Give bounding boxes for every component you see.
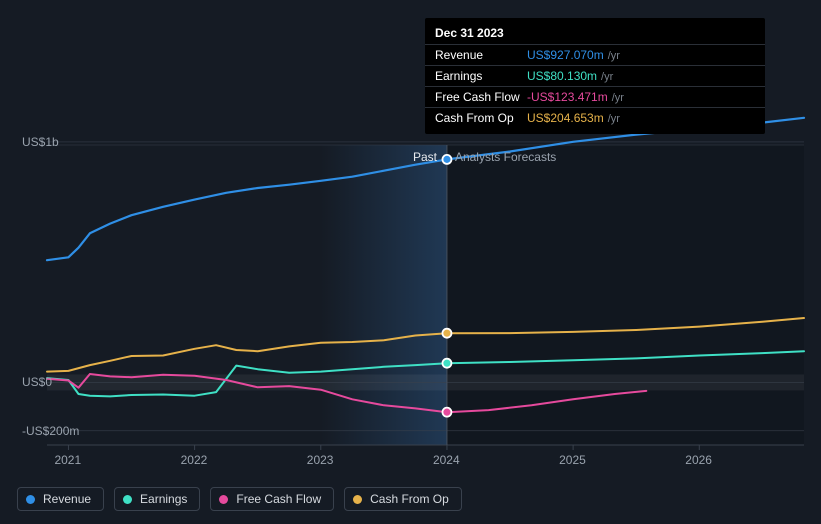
tooltip-row: EarningsUS$80.130m/yr (425, 65, 765, 86)
tooltip-row-unit: /yr (608, 50, 620, 62)
tooltip-row-label: Revenue (435, 48, 527, 62)
legend-swatch (26, 495, 35, 504)
x-tick-label: 2021 (54, 453, 81, 467)
legend-item[interactable]: Revenue (17, 487, 104, 511)
cursor-marker-earnings (442, 359, 451, 368)
tooltip-row-label: Earnings (435, 69, 527, 83)
legend-swatch (353, 495, 362, 504)
y-tick-label: -US$200m (22, 424, 79, 438)
y-tick-label: US$1b (22, 135, 59, 149)
legend: Revenue Earnings Free Cash Flow Cash From O… (17, 487, 462, 511)
cursor-marker-revenue (442, 155, 451, 164)
cursor-marker-fcf (442, 408, 451, 417)
legend-item[interactable]: Cash From Op (344, 487, 462, 511)
x-tick-label: 2025 (559, 453, 586, 467)
tooltip-row-unit: /yr (612, 92, 624, 104)
x-tick-label: 2024 (433, 453, 460, 467)
legend-item[interactable]: Earnings (114, 487, 200, 511)
cursor-marker-cfo (442, 329, 451, 338)
legend-label: Cash From Op (370, 492, 449, 506)
legend-label: Earnings (140, 492, 187, 506)
legend-swatch (123, 495, 132, 504)
tooltip-row-value: US$204.653m (527, 111, 604, 125)
tooltip-row: RevenueUS$927.070m/yr (425, 44, 765, 65)
legend-label: Free Cash Flow (236, 492, 321, 506)
tooltip-row: Cash From OpUS$204.653m/yr (425, 107, 765, 128)
legend-swatch (219, 495, 228, 504)
past-region-label: Past (413, 150, 437, 164)
tooltip-row-unit: /yr (601, 71, 613, 83)
tooltip-row: Free Cash Flow-US$123.471m/yr (425, 86, 765, 107)
tooltip-row-value: -US$123.471m (527, 90, 608, 104)
tooltip-row-label: Free Cash Flow (435, 90, 527, 104)
x-tick-label: 2022 (181, 453, 208, 467)
tooltip-row-value: US$927.070m (527, 48, 604, 62)
x-tick-label: 2026 (685, 453, 712, 467)
legend-label: Revenue (43, 492, 91, 506)
legend-item[interactable]: Free Cash Flow (210, 487, 334, 511)
forecast-region-label: Analysts Forecasts (455, 150, 556, 164)
y-tick-label: US$0 (22, 375, 52, 389)
x-tick-label: 2023 (307, 453, 334, 467)
tooltip-row-label: Cash From Op (435, 111, 527, 125)
tooltip-row-unit: /yr (608, 113, 620, 125)
chart-tooltip: Dec 31 2023 RevenueUS$927.070m/yrEarning… (425, 18, 765, 134)
tooltip-date: Dec 31 2023 (425, 26, 765, 44)
tooltip-row-value: US$80.130m (527, 69, 597, 83)
